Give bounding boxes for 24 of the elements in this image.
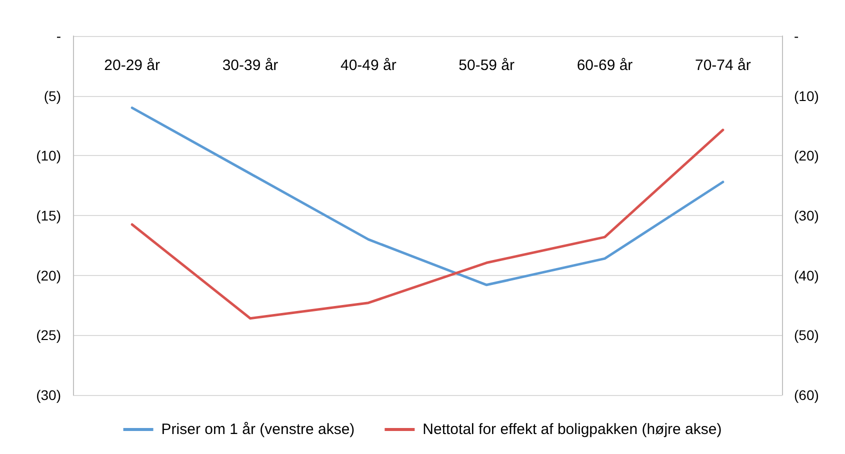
x-tick-label: 60-69 år: [576, 57, 633, 74]
legend-label: Nettotal for effekt af boligpakken (højre akse): [422, 421, 722, 438]
x-tick-label: 40-49 år: [340, 57, 396, 74]
y-tick-label: (15): [36, 208, 61, 224]
y-tick-label: (10): [36, 148, 61, 164]
y2-tick-label: (60): [794, 387, 819, 403]
line-series: [130, 128, 724, 320]
line-series: [130, 106, 724, 286]
y2-tick-label: -: [794, 28, 799, 44]
y-tick-label: (20): [36, 267, 61, 284]
y2-tick-label: (50): [794, 327, 819, 344]
y2-tick-label: (30): [794, 208, 819, 224]
x-tick-label: 70-74 år: [694, 57, 751, 74]
y-tick-label: (25): [36, 327, 61, 344]
y-tick-label: -: [56, 28, 62, 44]
legend-label: Priser om 1 år (venstre akse): [161, 421, 355, 438]
x-tick-label: 50-59 år: [458, 57, 515, 74]
x-tick-label: 20-29 år: [104, 57, 160, 74]
y-tick-label: (5): [44, 88, 61, 104]
y-tick-label: (30): [36, 387, 61, 403]
y2-tick-label: (10): [794, 88, 819, 104]
y2-tick-label: (20): [794, 148, 819, 164]
y2-tick-label: (40): [794, 267, 819, 284]
x-tick-label: 30-39 år: [222, 57, 278, 74]
